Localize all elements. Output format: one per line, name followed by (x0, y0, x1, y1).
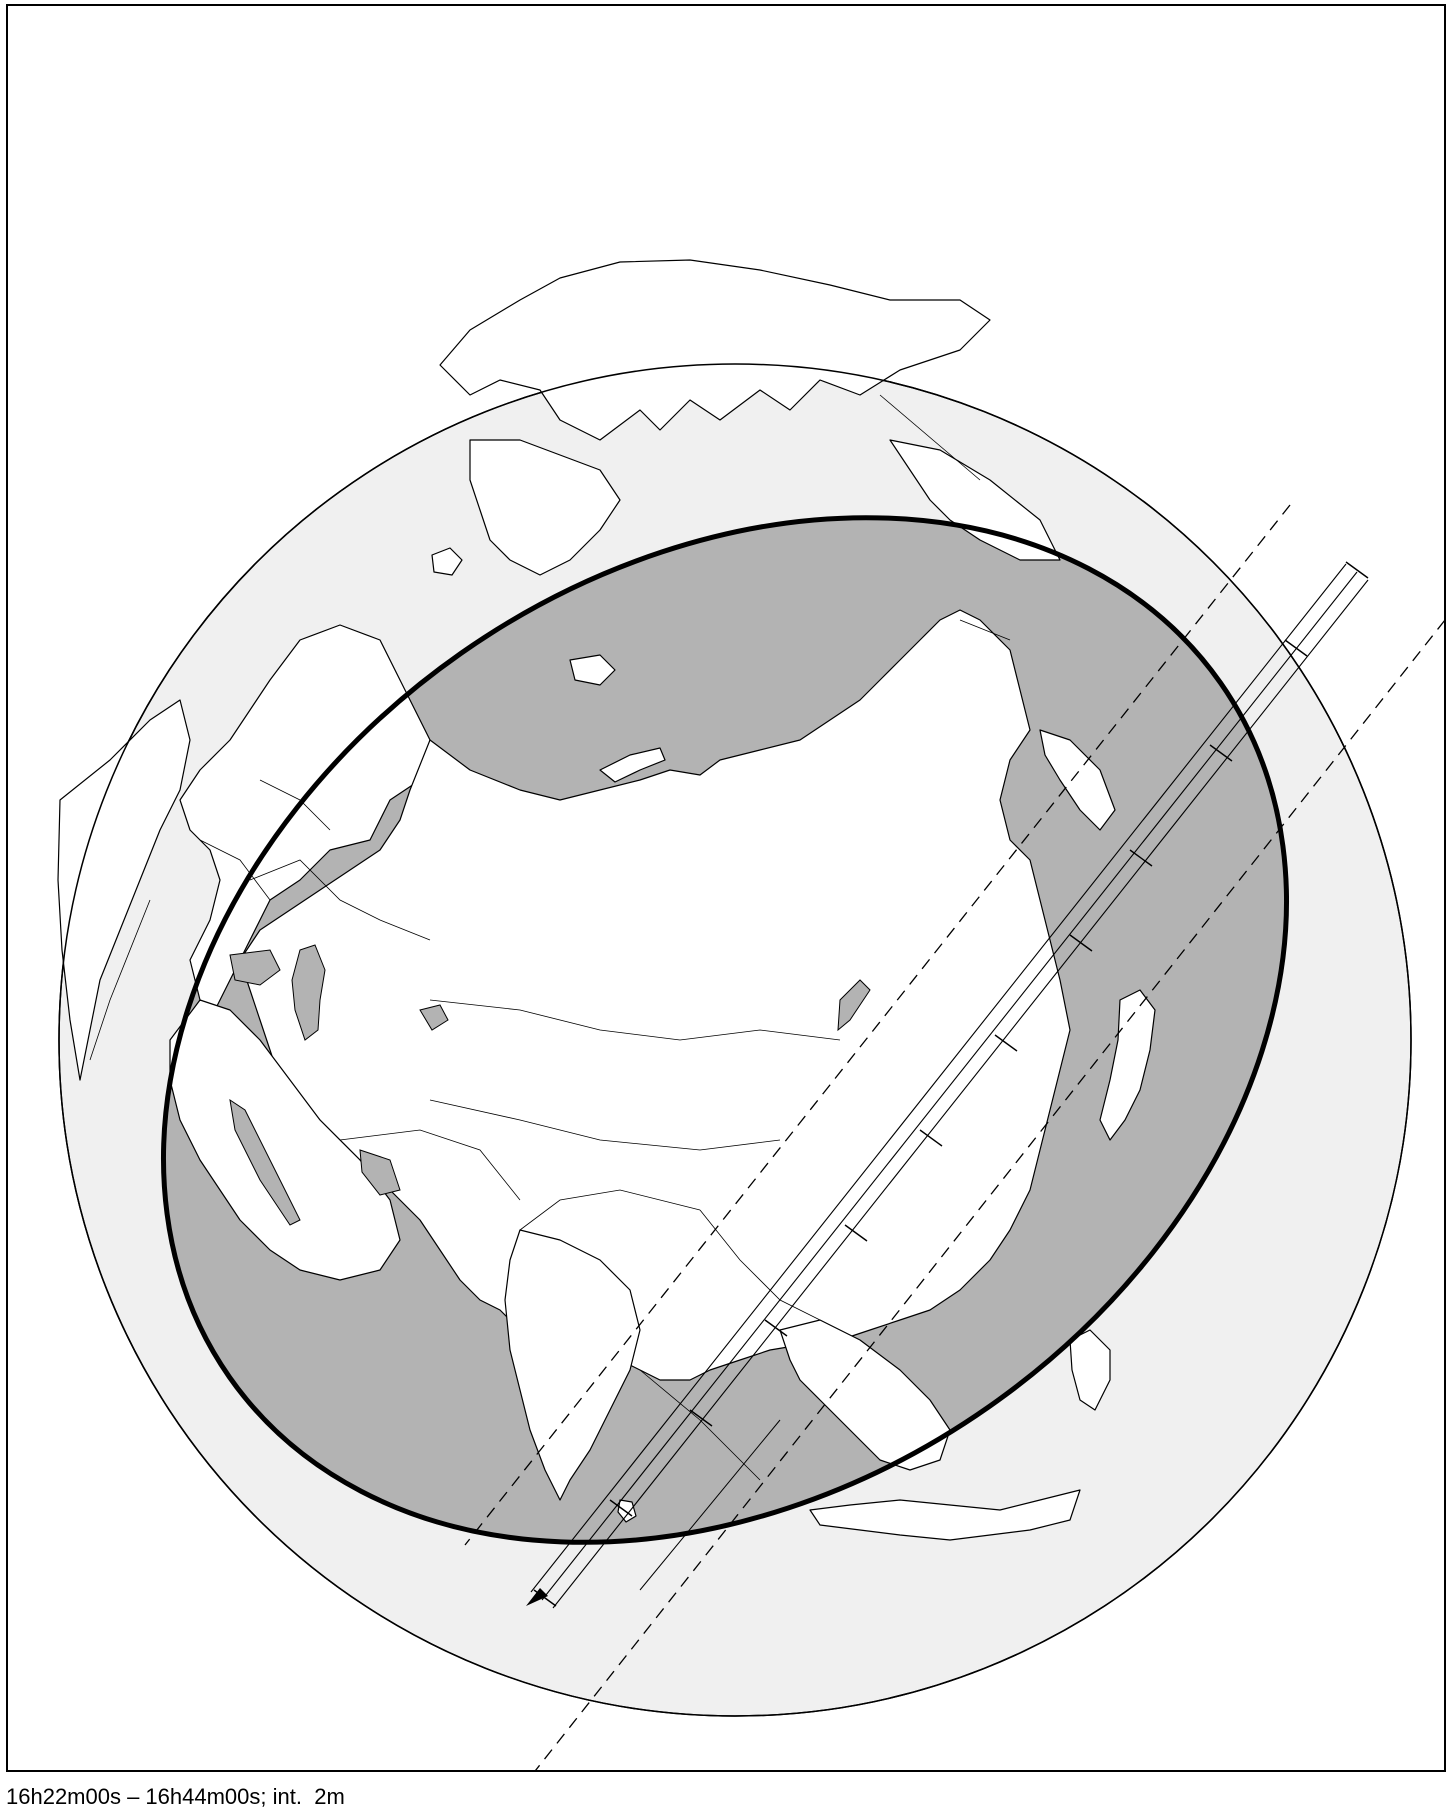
land-kamchatka (1039, 729, 1116, 831)
path-arrow (526, 1588, 548, 1606)
landmasses (57, 259, 1156, 1541)
globe-map (57, 259, 1446, 1772)
borders (89, 394, 1011, 1481)
north-limit-line (533, 619, 1446, 1772)
baikal (837, 979, 871, 1032)
land-india (504, 1229, 641, 1501)
south-limit-line (464, 504, 1291, 1546)
land-arabia-africa (169, 999, 401, 1281)
visibility-limit-ellipse (161, 515, 1289, 1545)
land-philippines (1069, 1329, 1111, 1411)
land-se-asia (779, 1319, 951, 1471)
globe-outline (58, 363, 1412, 1717)
black-sea (229, 949, 281, 986)
secondary-track (639, 1419, 781, 1591)
land-svalbard (569, 654, 616, 686)
land-west-edge (57, 699, 191, 1081)
time-caption: 16h22m00s – 16h44m00s; int. 2m (6, 1784, 345, 1809)
land-greenland (469, 439, 621, 576)
red-sea (229, 1098, 301, 1226)
path-ticks (533, 561, 1369, 1607)
land-indonesia (809, 1489, 1081, 1541)
land-iceland (431, 547, 463, 576)
central-path (530, 563, 1369, 1609)
land-japan (1099, 989, 1156, 1141)
land-novaya-zemlya (599, 747, 666, 783)
persian-gulf (359, 1149, 401, 1196)
aral-sea (419, 1004, 449, 1031)
caspian-sea (291, 944, 326, 1041)
land-alaska (889, 439, 1061, 561)
land-arctic-canada (439, 259, 991, 441)
inland-seas (229, 944, 871, 1226)
